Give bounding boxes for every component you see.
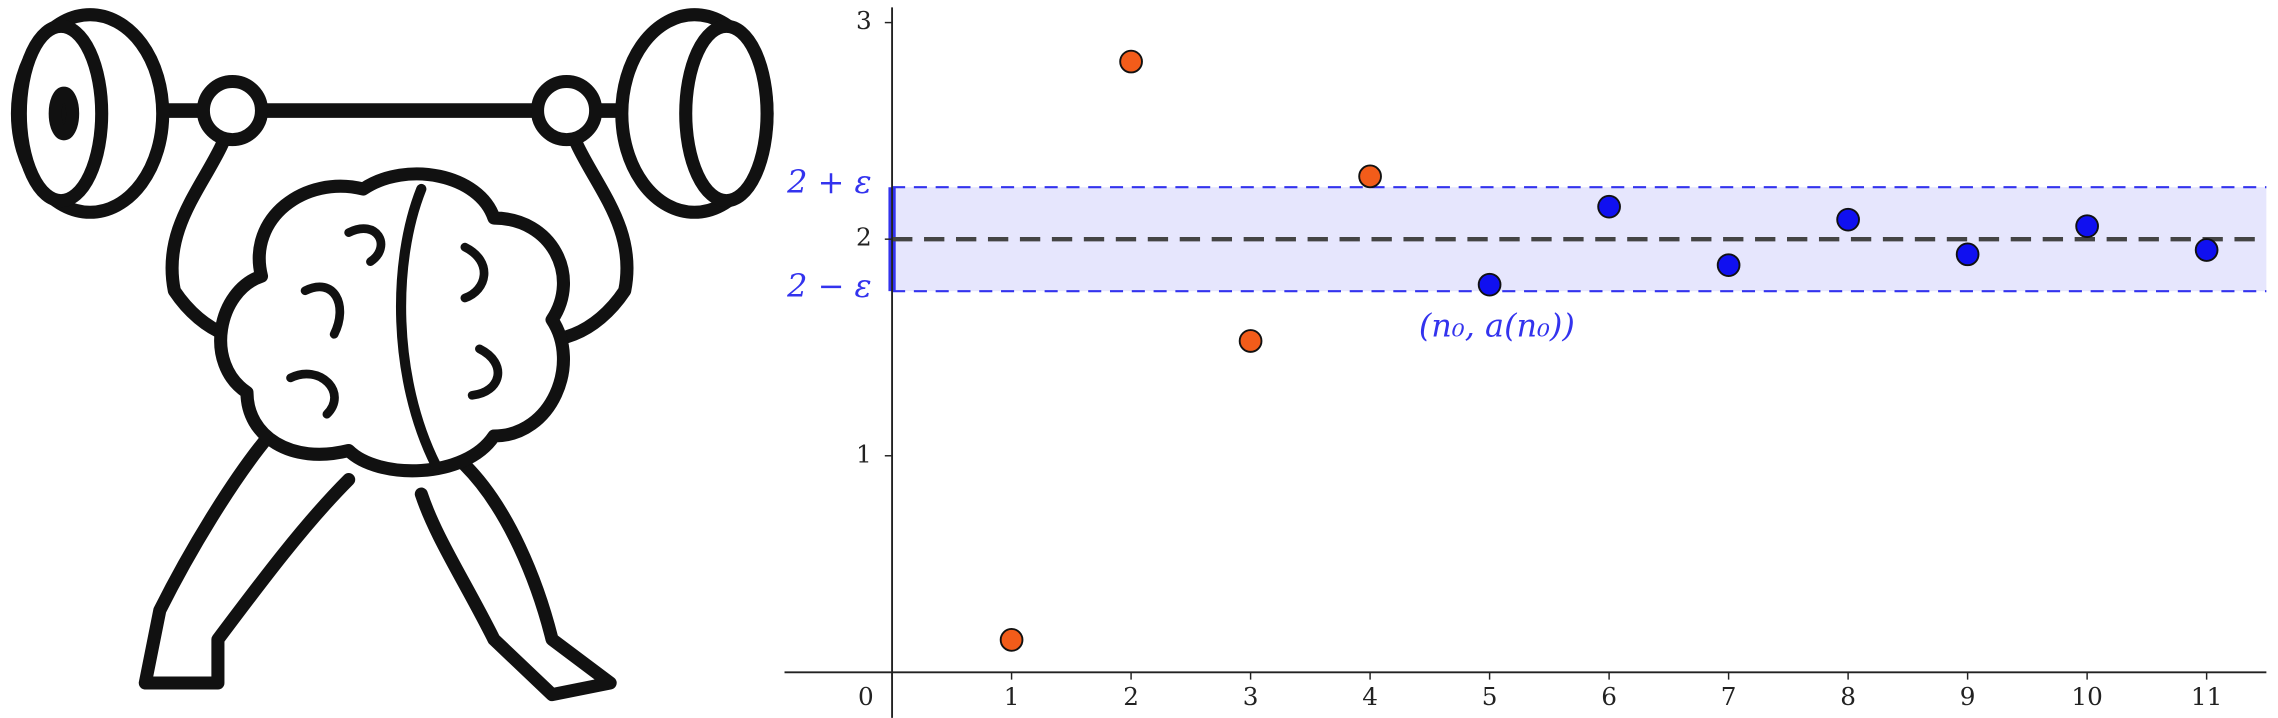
- x-tick-label: 3: [1243, 682, 1259, 711]
- band-label: 2 + ε: [786, 163, 872, 201]
- band-label: 2 − ε: [786, 267, 872, 305]
- point: [2075, 214, 2099, 239]
- x-tick-label: 8: [1840, 682, 1856, 711]
- x-tick-label: 9: [1960, 682, 1976, 711]
- point: [1836, 207, 1860, 232]
- x-tick-label: 6: [1601, 682, 1617, 711]
- point: [2194, 238, 2219, 262]
- brain-illustration: [10, 8, 774, 702]
- x-tick-label: 1: [1004, 682, 1020, 711]
- point: [1358, 164, 1382, 189]
- point: [1477, 272, 1502, 297]
- x-tick-label: 7: [1721, 682, 1737, 711]
- point-annotation: (n₀, a(n₀)): [1419, 307, 1575, 345]
- y-tick-label: 3: [856, 6, 872, 35]
- y-tick-label: 2: [856, 223, 872, 252]
- point: [1238, 329, 1263, 353]
- point: [1597, 194, 1621, 219]
- x-tick-label: 2: [1123, 682, 1139, 711]
- point: [1716, 253, 1741, 278]
- point: [1119, 49, 1143, 74]
- x-tick-label: 0: [858, 682, 874, 711]
- point: [1955, 242, 1980, 267]
- x-tick-label: 5: [1482, 682, 1498, 711]
- x-tick-label: 4: [1362, 682, 1378, 711]
- x-tick-label: 10: [2071, 682, 2102, 711]
- x-tick-label: 11: [2191, 682, 2222, 711]
- y-tick-label: 1: [856, 439, 872, 468]
- point: [999, 628, 1024, 652]
